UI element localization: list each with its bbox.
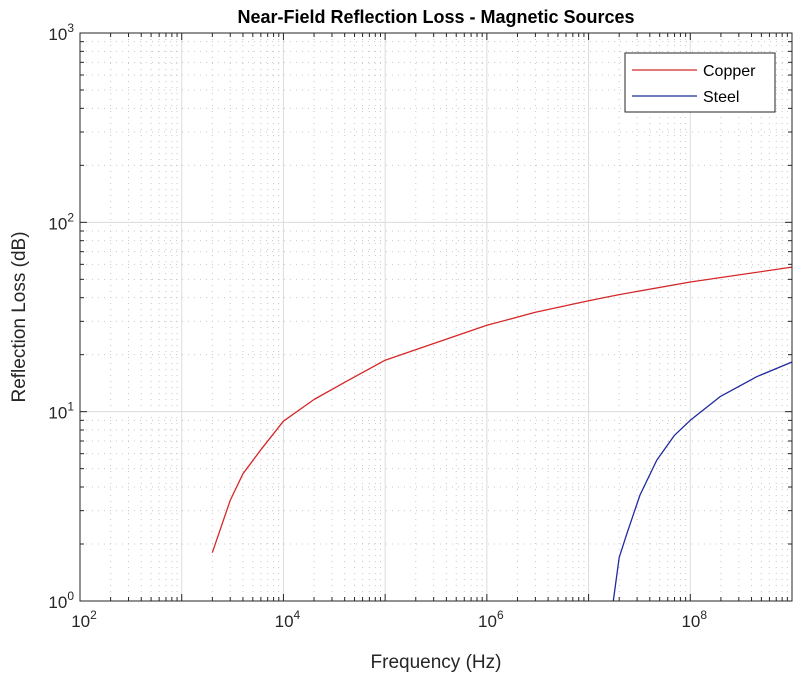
legend: Copper Steel bbox=[624, 52, 776, 113]
y-tick-label: 100 bbox=[48, 589, 74, 612]
y-tick-label: 101 bbox=[48, 400, 74, 423]
y-tick-label: 102 bbox=[48, 210, 74, 233]
x-tick-label: 108 bbox=[681, 608, 707, 631]
x-tick-label: 104 bbox=[275, 608, 301, 631]
legend-box bbox=[624, 52, 776, 113]
series-line-copper bbox=[211, 266, 793, 553]
legend-label-copper: Copper bbox=[703, 63, 756, 80]
series-layer bbox=[211, 266, 793, 602]
ticks bbox=[79, 33, 792, 602]
chart-title: Near-Field Reflection Loss - Magnetic So… bbox=[237, 7, 634, 27]
x-tick-label: 102 bbox=[71, 608, 97, 631]
x-tick-label: 106 bbox=[478, 608, 504, 631]
tick-labels: 102 104 106 108 100 101 102 103 bbox=[48, 21, 707, 631]
x-axis-label: Frequency (Hz) bbox=[371, 652, 502, 673]
y-tick-label: 103 bbox=[48, 21, 74, 44]
plot-frame bbox=[79, 32, 793, 602]
series-line-steel bbox=[612, 361, 793, 602]
y-axis-label: Reflection Loss (dB) bbox=[9, 231, 30, 402]
grid bbox=[79, 33, 792, 602]
legend-label-steel: Steel bbox=[703, 89, 739, 106]
